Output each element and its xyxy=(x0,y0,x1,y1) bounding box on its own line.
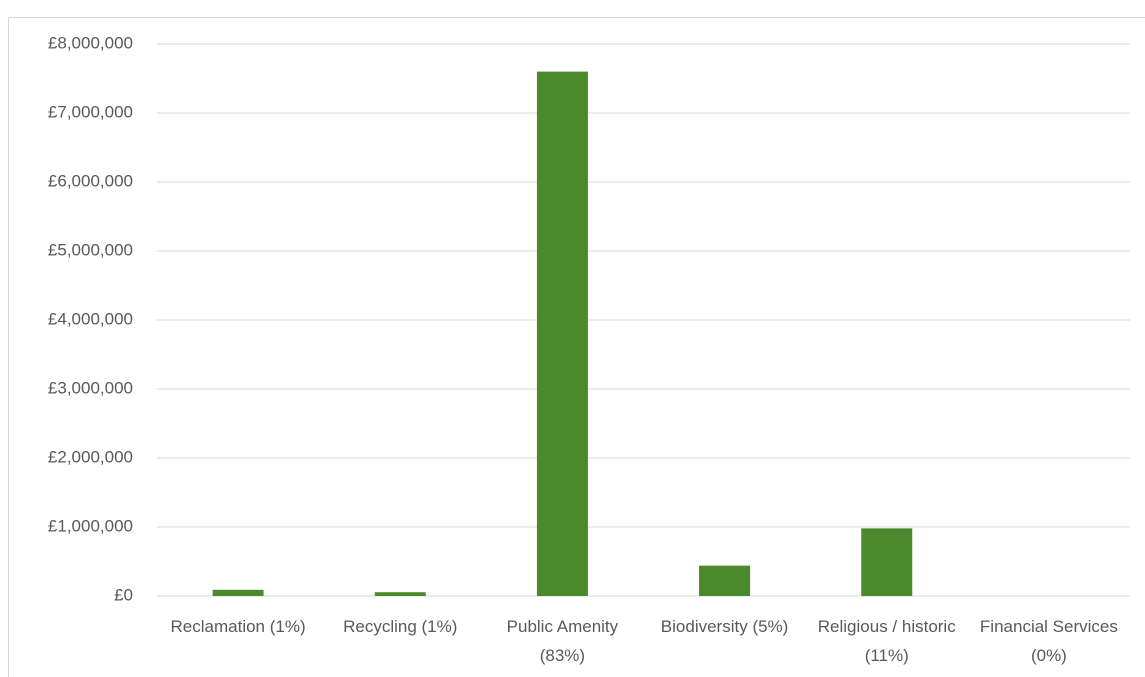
y-tick-label: £7,000,000 xyxy=(48,102,133,121)
bar xyxy=(536,71,588,597)
x-tick-label: Religious / historic (11%) xyxy=(817,617,956,665)
x-tick-label: Reclamation (1%) xyxy=(170,617,306,636)
y-tick-label: £6,000,000 xyxy=(48,171,133,190)
bar xyxy=(374,592,426,596)
y-tick-label: £4,000,000 xyxy=(48,309,133,328)
y-tick-label: £5,000,000 xyxy=(48,240,133,259)
y-tick-label: £3,000,000 xyxy=(48,378,133,397)
bar xyxy=(699,565,751,596)
y-tick-label: £8,000,000 xyxy=(48,33,133,52)
y-tick-label: £0 xyxy=(114,585,133,604)
bar xyxy=(212,589,264,596)
x-tick-label: Public Amenity (83%) xyxy=(506,617,619,665)
chart-frame xyxy=(8,17,1145,677)
y-tick-label: £1,000,000 xyxy=(48,516,133,535)
bar xyxy=(861,528,913,596)
x-tick-label: Recycling (1%) xyxy=(343,617,458,636)
x-tick-label: Biodiversity (5%) xyxy=(660,617,789,636)
y-tick-label: £2,000,000 xyxy=(48,447,133,466)
x-tick-label: Financial Services (0%) xyxy=(979,617,1118,665)
